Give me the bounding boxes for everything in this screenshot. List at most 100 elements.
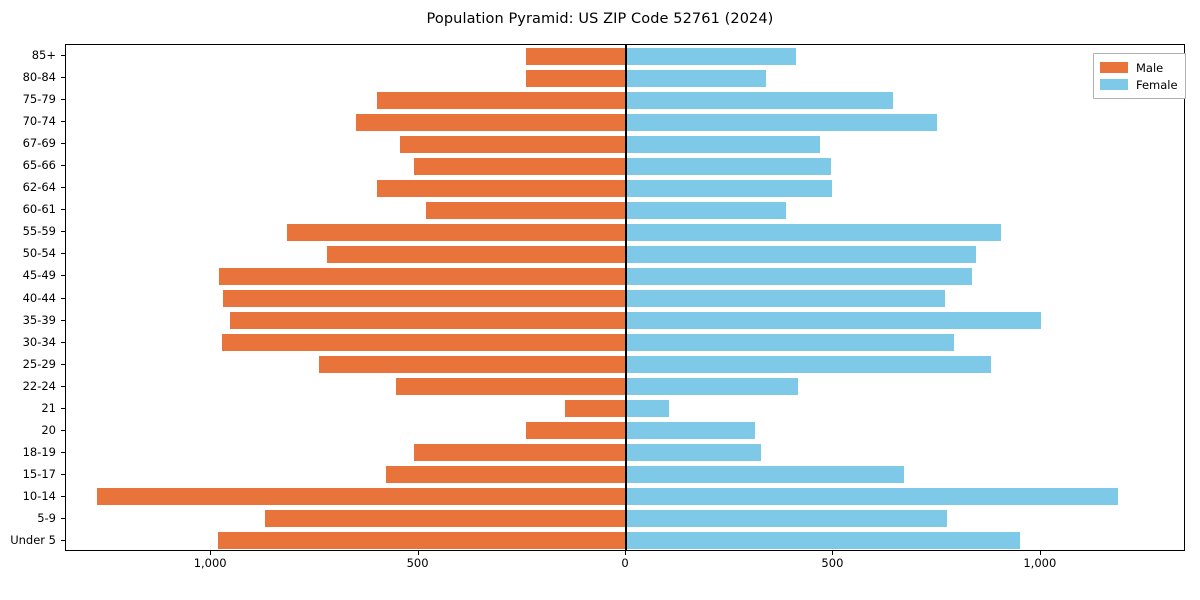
- y-tick-mark: [61, 77, 65, 79]
- bar-female-40-44: [626, 290, 946, 307]
- y-tick-label-30-34: 30-34: [22, 334, 56, 349]
- legend-item-female: Female: [1100, 76, 1178, 93]
- x-tick-mark: [210, 551, 212, 555]
- bar-male-21: [565, 400, 626, 418]
- chart-title: Population Pyramid: US ZIP Code 52761 (2…: [426, 11, 774, 27]
- y-tick-label-22-24: 22-24: [22, 378, 56, 393]
- y-tick-label-40-44: 40-44: [22, 290, 56, 305]
- bar-female-20: [626, 422, 755, 440]
- bar-female-18-19: [626, 444, 761, 462]
- y-tick-mark: [61, 539, 65, 541]
- bar-male-45-49: [219, 267, 626, 285]
- y-tick-label-35-39: 35-39: [22, 312, 56, 327]
- y-tick-label-45-49: 45-49: [22, 268, 56, 283]
- y-tick-label-25-29: 25-29: [22, 356, 56, 371]
- bar-male-18-19: [413, 444, 626, 462]
- y-tick-label-under-5: Under 5: [10, 532, 56, 547]
- bar-female-25-29: [626, 356, 992, 374]
- x-tick-label: 1,000: [193, 556, 227, 570]
- y-tick-mark: [61, 385, 65, 387]
- y-tick-label-18-19: 18-19: [22, 444, 56, 459]
- bar-female-10-14: [626, 488, 1118, 506]
- bar-male-20: [525, 422, 626, 440]
- y-tick-mark: [61, 517, 65, 519]
- legend-swatch-male: [1100, 62, 1128, 73]
- bar-female-35-39: [626, 312, 1041, 330]
- bar-male-55-59: [286, 223, 626, 241]
- y-tick-mark: [61, 55, 65, 57]
- x-tick-label: 500: [821, 556, 844, 570]
- y-tick-mark: [61, 297, 65, 299]
- x-tick-mark: [625, 551, 626, 555]
- bar-male-50-54: [327, 245, 626, 263]
- bar-female-under-5: [626, 532, 1021, 550]
- bar-female-60-61: [626, 201, 786, 219]
- x-tick-mark: [832, 551, 834, 555]
- bar-female-55-59: [626, 223, 1002, 241]
- bar-female-67-69: [626, 135, 820, 153]
- bar-female-22-24: [626, 378, 799, 396]
- x-tick-label: 0: [621, 556, 629, 570]
- bar-male-65-66: [414, 157, 626, 175]
- bar-male-67-69: [399, 135, 626, 153]
- bar-female-65-66: [626, 157, 831, 175]
- y-tick-label-85-: 85+: [31, 48, 56, 63]
- bar-male-10-14: [97, 488, 626, 506]
- y-tick-mark: [61, 407, 65, 409]
- plot-area: [65, 44, 1185, 551]
- y-tick-label-21: 21: [41, 400, 56, 415]
- y-tick-mark: [61, 341, 65, 343]
- bar-male-62-64: [377, 179, 626, 197]
- legend-label-female: Female: [1136, 77, 1178, 92]
- x-tick-mark: [417, 551, 419, 555]
- bar-male-under-5: [218, 532, 626, 550]
- legend-label-male: Male: [1136, 60, 1164, 75]
- x-tick-label: 500: [406, 556, 429, 570]
- bar-male-85-: [525, 47, 626, 65]
- y-tick-label-62-64: 62-64: [22, 180, 56, 195]
- legend-item-male: Male: [1100, 59, 1178, 76]
- bar-female-70-74: [626, 113, 938, 131]
- y-tick-mark: [61, 231, 65, 233]
- bar-female-75-79: [626, 91, 893, 109]
- bars-layer: [66, 45, 1184, 550]
- y-tick-mark: [61, 209, 65, 211]
- y-tick-label-60-61: 60-61: [22, 202, 56, 217]
- bar-male-70-74: [356, 113, 626, 131]
- y-tick-mark: [61, 165, 65, 167]
- y-tick-label-65-66: 65-66: [22, 158, 56, 173]
- bar-female-15-17: [626, 466, 904, 484]
- bar-female-45-49: [626, 267, 972, 285]
- y-tick-mark: [61, 143, 65, 145]
- bar-female-5-9: [626, 510, 948, 528]
- y-tick-label-5-9: 5-9: [37, 510, 56, 525]
- y-tick-mark: [61, 319, 65, 321]
- y-tick-label-75-79: 75-79: [22, 92, 56, 107]
- bar-female-21: [626, 400, 670, 418]
- y-tick-label-50-54: 50-54: [22, 246, 56, 261]
- bar-female-62-64: [626, 179, 833, 197]
- y-tick-label-20: 20: [41, 422, 56, 437]
- bar-male-22-24: [395, 378, 626, 396]
- y-tick-label-67-69: 67-69: [22, 136, 56, 151]
- bar-male-60-61: [425, 201, 626, 219]
- x-tick-label: 1,000: [1023, 556, 1057, 570]
- y-tick-label-15-17: 15-17: [22, 466, 56, 481]
- bar-male-75-79: [377, 91, 626, 109]
- bar-female-85-: [626, 47, 797, 65]
- bar-female-50-54: [626, 245, 976, 263]
- y-tick-label-10-14: 10-14: [22, 488, 56, 503]
- y-tick-mark: [61, 495, 65, 497]
- bar-male-25-29: [319, 356, 626, 374]
- y-tick-mark: [61, 363, 65, 365]
- zero-axis-line: [625, 45, 627, 550]
- y-tick-mark: [61, 275, 65, 277]
- legend-swatch-female: [1100, 79, 1128, 90]
- bar-male-15-17: [386, 466, 626, 484]
- y-tick-mark: [61, 451, 65, 453]
- y-tick-mark: [61, 429, 65, 431]
- bar-male-80-84: [525, 69, 626, 87]
- y-tick-label-55-59: 55-59: [22, 224, 56, 239]
- bar-male-30-34: [221, 334, 626, 352]
- bar-female-80-84: [626, 69, 767, 87]
